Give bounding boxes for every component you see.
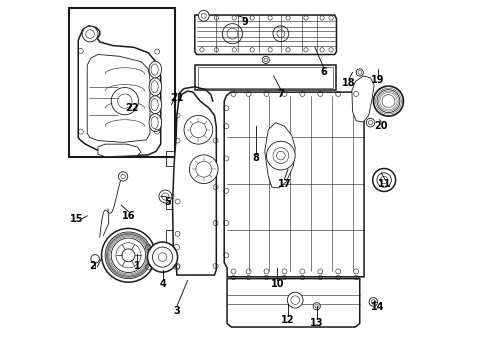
Bar: [195, 64, 337, 90]
Ellipse shape: [151, 64, 158, 75]
Circle shape: [313, 303, 320, 310]
Polygon shape: [265, 123, 295, 188]
Text: 22: 22: [125, 103, 139, 113]
Circle shape: [82, 26, 98, 42]
Text: 7: 7: [277, 89, 284, 99]
Ellipse shape: [149, 61, 162, 78]
Circle shape: [91, 255, 99, 263]
Polygon shape: [172, 91, 216, 275]
Circle shape: [366, 118, 375, 127]
Circle shape: [267, 141, 295, 170]
Polygon shape: [195, 15, 337, 54]
Ellipse shape: [151, 99, 158, 111]
Circle shape: [262, 56, 270, 63]
Circle shape: [147, 242, 177, 272]
Circle shape: [159, 190, 172, 203]
Ellipse shape: [151, 117, 158, 129]
Polygon shape: [352, 76, 374, 122]
Polygon shape: [224, 92, 364, 277]
Text: 9: 9: [242, 17, 248, 27]
Ellipse shape: [149, 114, 162, 132]
Ellipse shape: [149, 96, 162, 114]
Text: 13: 13: [310, 319, 323, 328]
Circle shape: [369, 298, 378, 306]
Text: 16: 16: [122, 211, 135, 221]
Text: 3: 3: [173, 306, 180, 316]
Text: 10: 10: [270, 279, 284, 289]
Circle shape: [373, 168, 395, 192]
Text: 17: 17: [278, 179, 291, 189]
Circle shape: [119, 172, 128, 181]
Text: 14: 14: [371, 302, 385, 312]
Text: 21: 21: [170, 93, 184, 103]
Circle shape: [184, 116, 213, 144]
Ellipse shape: [151, 81, 158, 93]
Polygon shape: [98, 144, 141, 157]
Circle shape: [373, 86, 403, 116]
Polygon shape: [87, 54, 150, 142]
Circle shape: [111, 87, 139, 115]
Text: 8: 8: [252, 153, 259, 163]
Text: 20: 20: [374, 121, 388, 131]
Circle shape: [190, 155, 218, 184]
Polygon shape: [78, 26, 161, 156]
Circle shape: [86, 30, 95, 39]
Text: 2: 2: [89, 261, 96, 271]
Ellipse shape: [149, 78, 162, 96]
Text: 15: 15: [70, 215, 83, 224]
Circle shape: [356, 69, 364, 76]
Text: 11: 11: [378, 179, 392, 189]
Text: 4: 4: [159, 279, 166, 289]
Bar: [69, 8, 175, 157]
Circle shape: [198, 10, 209, 21]
Text: 1: 1: [134, 261, 141, 271]
Bar: [198, 67, 333, 88]
Circle shape: [287, 292, 303, 308]
Text: 6: 6: [320, 67, 327, 77]
Text: 19: 19: [371, 75, 385, 85]
Text: 5: 5: [165, 197, 172, 207]
Text: 18: 18: [342, 78, 356, 88]
Text: 12: 12: [281, 315, 295, 325]
Polygon shape: [227, 279, 360, 327]
Circle shape: [101, 228, 155, 282]
